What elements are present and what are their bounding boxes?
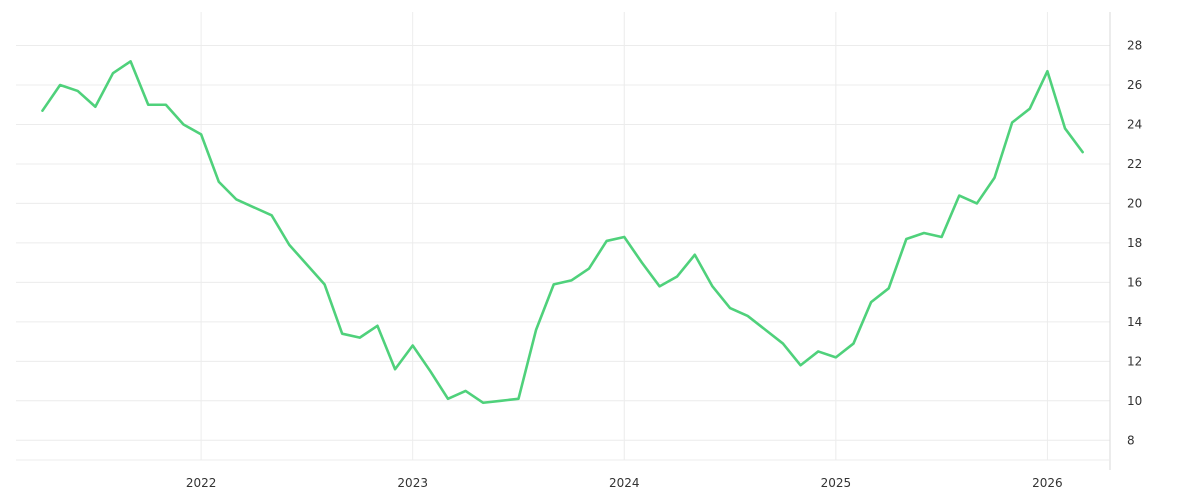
y-tick-label-12: 12 [1127,354,1142,368]
x-tick-label-2024: 2024 [609,476,640,490]
y-tick-label-24: 24 [1127,117,1142,131]
series-points [42,61,1083,403]
x-tick-label-2023: 2023 [397,476,428,490]
series-line [41,60,1084,405]
y-tick-label-16: 16 [1127,275,1142,289]
y-tick-label-20: 20 [1127,196,1142,210]
x-axis-labels: 2022 2023 2024 2025 2026 [186,476,1063,490]
y-tick-label-28: 28 [1127,39,1142,53]
x-tick-label-2022: 2022 [186,476,217,490]
y-tick-label-8: 8 [1127,433,1135,447]
y-tick-label-18: 18 [1127,236,1142,250]
y-axis-labels: 8 10 12 14 16 18 20 22 24 26 28 [1127,39,1142,448]
y-tick-label-14: 14 [1127,315,1142,329]
gridlines [16,12,1110,460]
y-tick-label-22: 22 [1127,157,1142,171]
x-tick-label-2025: 2025 [821,476,852,490]
x-tick-label-2026: 2026 [1032,476,1063,490]
y-tick-label-26: 26 [1127,78,1142,92]
y-tick-label-10: 10 [1127,394,1142,408]
